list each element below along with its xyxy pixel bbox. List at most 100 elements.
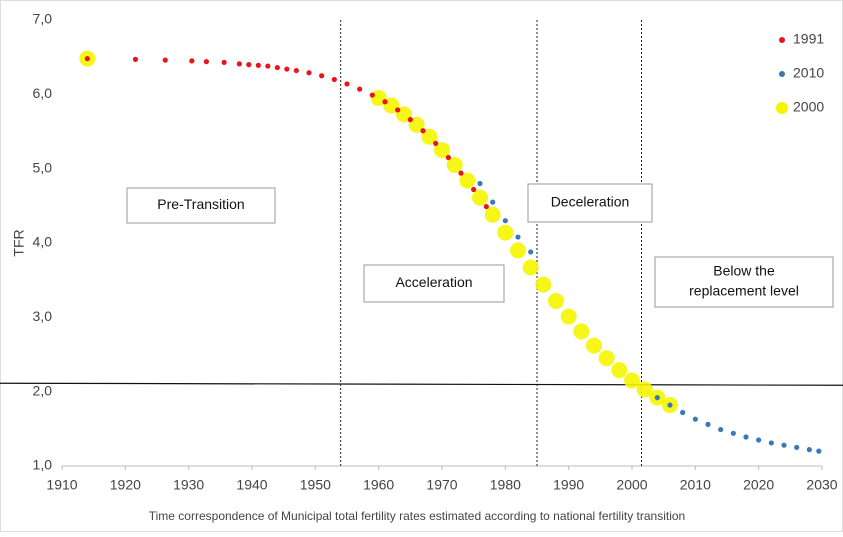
data-point [331, 76, 337, 83]
data-point [768, 440, 774, 446]
y-tick-label: 2,0 [33, 382, 53, 398]
annotation-box [654, 256, 834, 308]
data-point [162, 57, 168, 63]
data-point [407, 117, 413, 123]
data-point [510, 242, 526, 259]
data-point [490, 199, 496, 205]
data-point [806, 447, 812, 453]
data-point [624, 372, 640, 389]
data-point [274, 64, 280, 71]
data-point [636, 381, 653, 398]
data-point [667, 402, 673, 408]
x-tick-label: 1980 [490, 477, 521, 493]
data-point [730, 430, 736, 436]
data-point [395, 107, 401, 113]
data-point [705, 421, 711, 427]
y-tick-label: 1,0 [33, 457, 53, 473]
data-point [471, 186, 477, 193]
annotation-box [527, 183, 653, 223]
data-point [284, 66, 290, 72]
data-point [255, 62, 261, 68]
x-tick-label: 1950 [300, 477, 331, 493]
y-axis-label: TFR [11, 229, 27, 256]
y-tick-label: 6,0 [33, 85, 53, 101]
data-point [433, 140, 439, 146]
data-point [598, 350, 615, 367]
data-point [344, 81, 350, 87]
data-point [293, 67, 299, 74]
data-point [654, 395, 660, 401]
x-tick-label: 1920 [110, 477, 141, 493]
data-point [203, 59, 209, 65]
replacement-line [0, 382, 843, 386]
data-point [794, 444, 800, 451]
data-point [502, 218, 508, 224]
legend-label: 1991 [793, 31, 824, 47]
data-point [420, 128, 426, 134]
data-point [434, 142, 450, 159]
data-point [483, 203, 489, 210]
data-point [382, 99, 388, 105]
data-point [84, 56, 90, 62]
data-point [816, 448, 822, 454]
y-tick-label: 7,0 [33, 11, 53, 27]
data-point [472, 189, 488, 206]
data-point [132, 56, 139, 62]
data-point [421, 128, 438, 145]
legend-marker [779, 37, 785, 43]
data-point [522, 259, 539, 276]
data-point [680, 409, 686, 416]
data-point [535, 276, 552, 293]
y-tick-label: 5,0 [33, 159, 53, 175]
y-tick-label: 4,0 [33, 234, 53, 250]
data-point [408, 116, 425, 133]
x-tick-label: 2000 [616, 477, 647, 493]
data-point [548, 292, 564, 309]
x-tick-label: 2030 [806, 477, 837, 493]
x-tick-label: 1990 [553, 477, 584, 493]
annotation: Below the [713, 263, 775, 279]
data-point [236, 61, 242, 67]
data-point [458, 170, 464, 176]
x-tick-label: 1940 [236, 477, 267, 493]
annotation: Acceleration [395, 274, 472, 290]
data-point [484, 206, 501, 223]
annotation-box [126, 187, 276, 224]
y-tick-label: 3,0 [33, 308, 53, 324]
data-point [528, 249, 534, 255]
legend-label: 2010 [793, 65, 824, 81]
data-point [718, 426, 724, 433]
data-point [306, 70, 312, 76]
data-point [445, 154, 451, 161]
x-tick-label: 2020 [743, 477, 774, 493]
legend-marker [776, 102, 788, 114]
data-point [446, 156, 463, 173]
data-point [246, 62, 252, 68]
x-tick-label: 1930 [173, 477, 204, 493]
data-point [189, 58, 195, 64]
data-point [743, 434, 749, 440]
data-point [573, 323, 590, 340]
x-axis-label: Time correspondence of Municipal total f… [149, 509, 685, 523]
data-point [357, 86, 363, 92]
annotation-box [363, 264, 505, 303]
data-point [369, 92, 375, 98]
x-tick-label: 1910 [46, 477, 77, 493]
data-point [319, 73, 325, 79]
data-point [265, 63, 271, 69]
legend-label: 2000 [793, 99, 824, 115]
legend-marker [779, 71, 785, 77]
data-point [497, 224, 514, 241]
annotation: Deceleration [551, 194, 630, 210]
annotation: replacement level [689, 283, 799, 299]
data-point [781, 442, 787, 448]
data-point [586, 337, 602, 354]
data-point [756, 437, 762, 443]
annotation: Pre-Transition [157, 196, 244, 212]
x-tick-label: 1960 [363, 477, 394, 493]
x-tick-label: 1970 [426, 477, 457, 493]
data-point [560, 308, 577, 325]
data-point [477, 180, 483, 187]
data-point [515, 234, 521, 240]
